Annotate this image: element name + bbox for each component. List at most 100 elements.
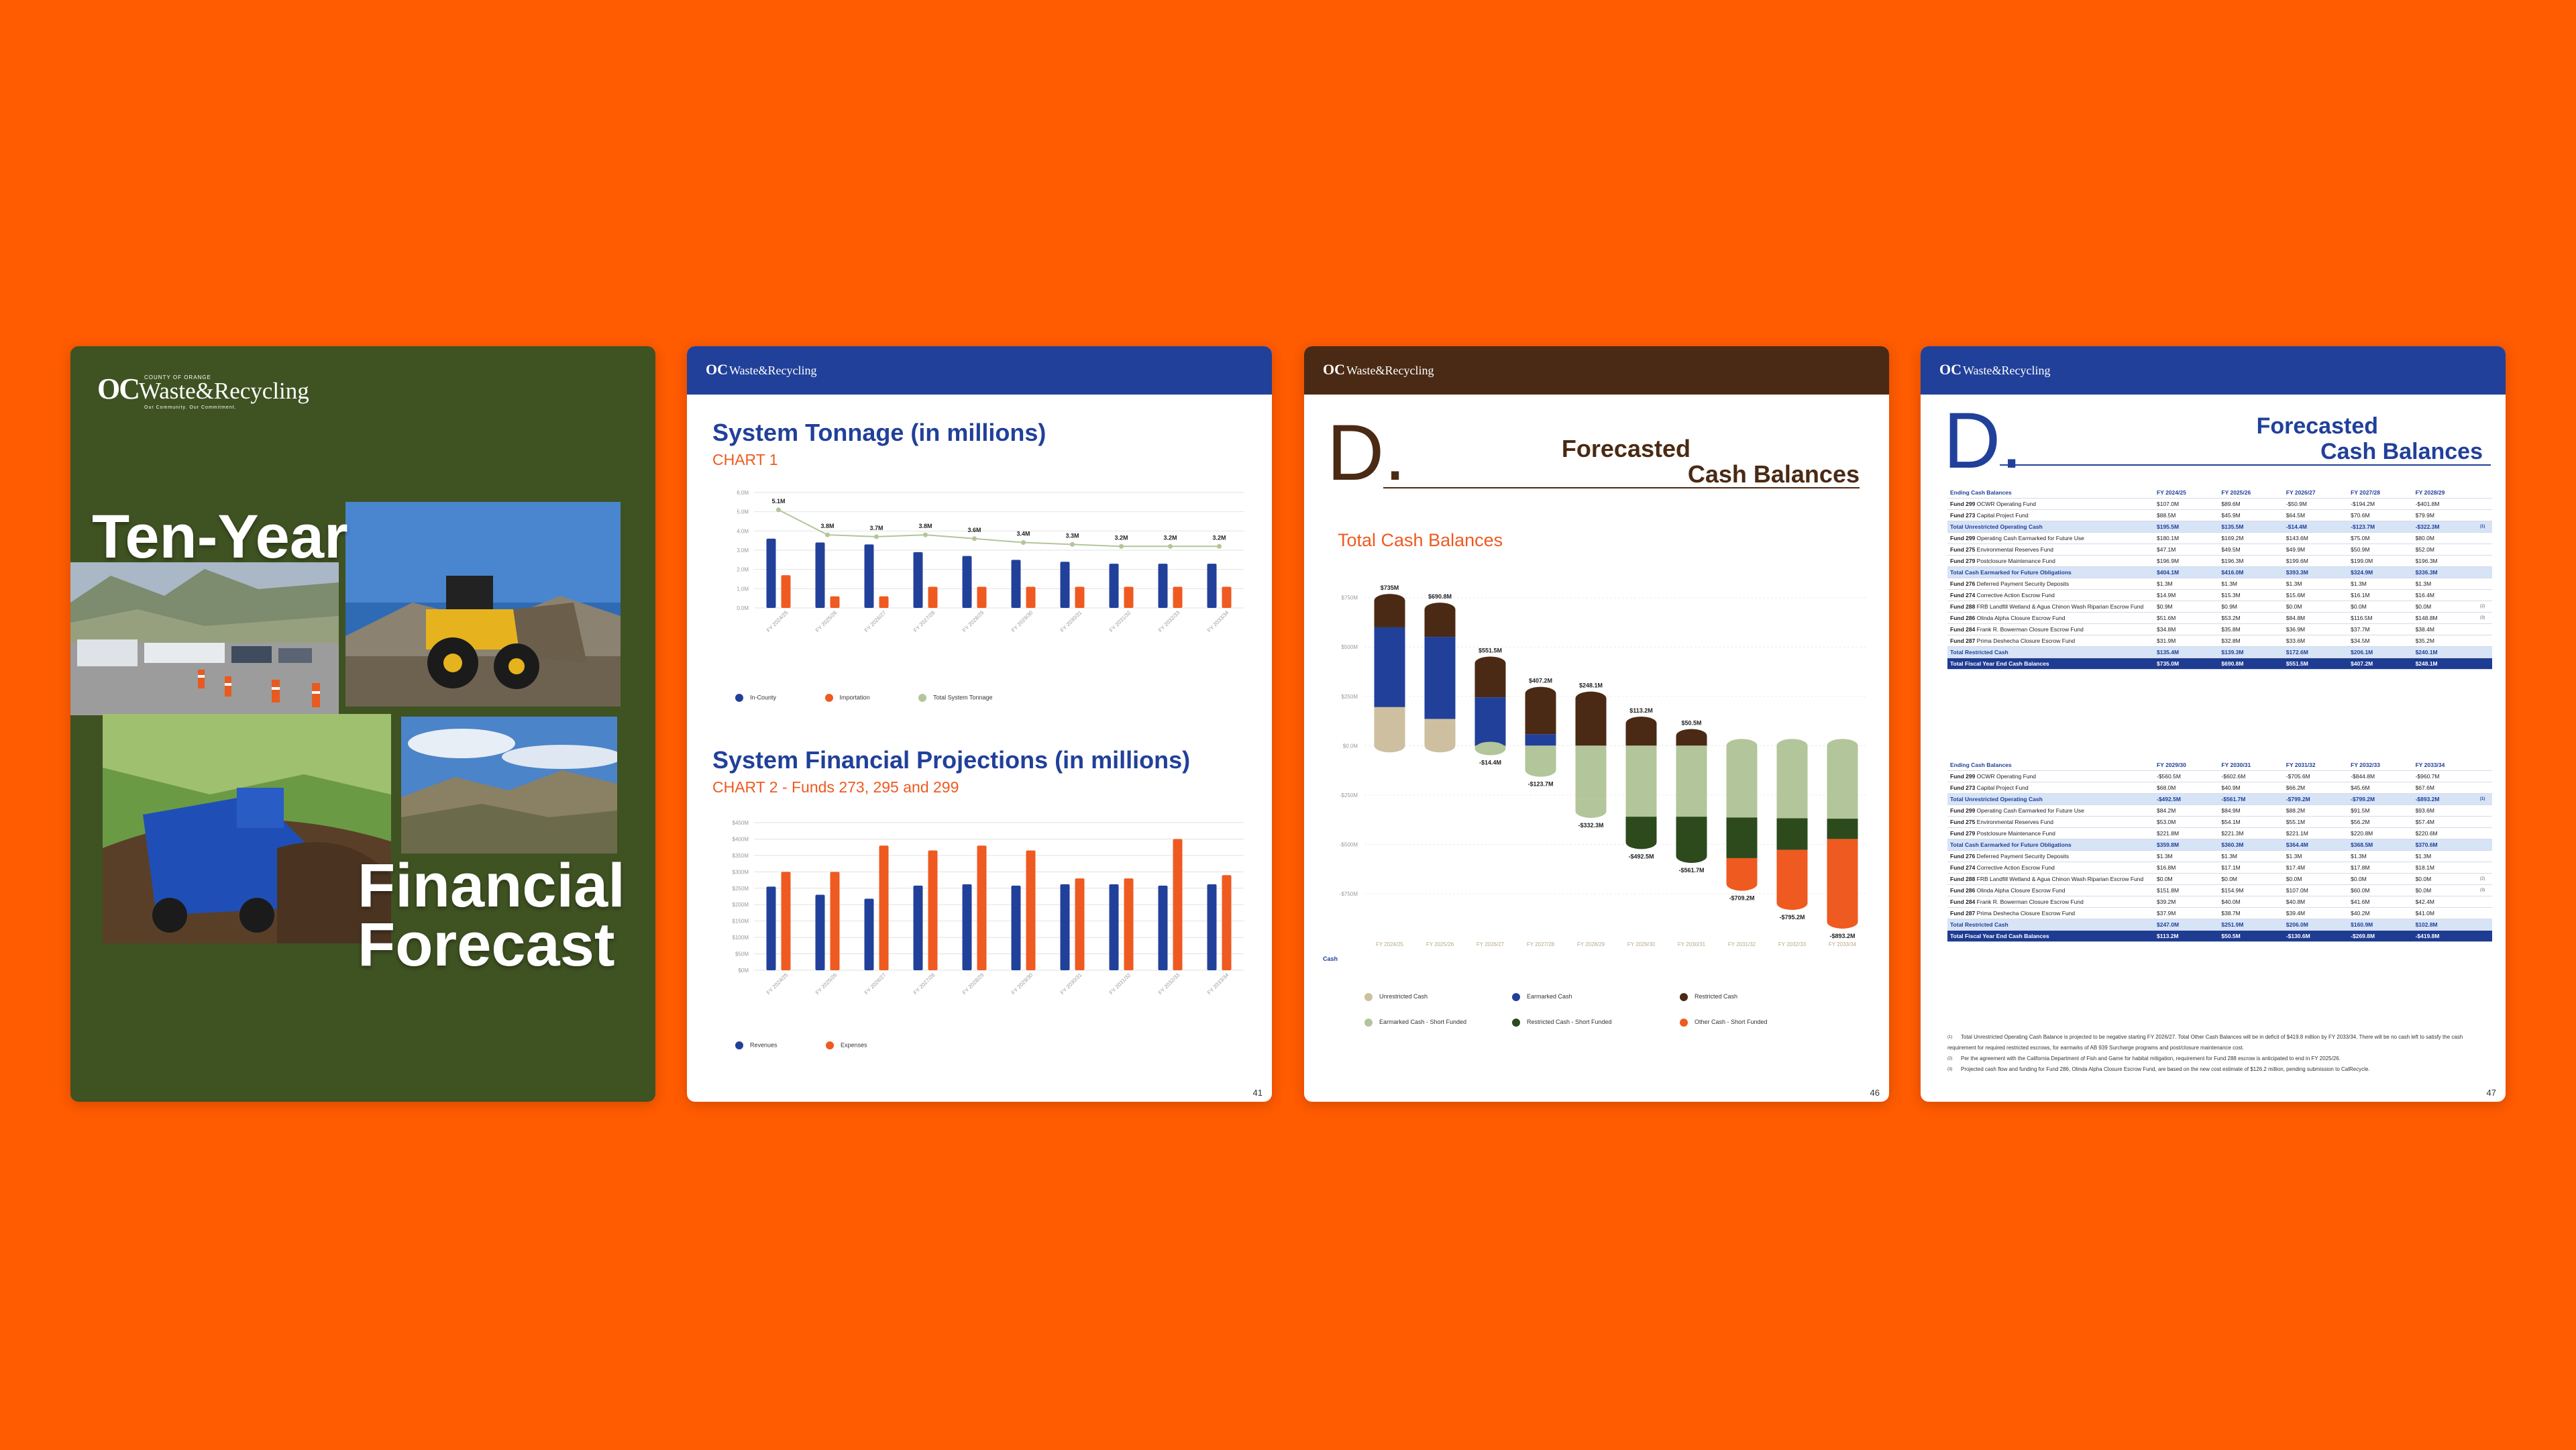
bar-revenues — [1158, 885, 1168, 970]
x-tick-label: FY 2031/32 — [1108, 609, 1132, 633]
y-tick-label: $750M — [1342, 595, 1358, 601]
stack-earmarked-cash---short-funded — [1827, 745, 1858, 819]
data-label: 3.3M — [1065, 532, 1079, 539]
bar-importation — [1222, 586, 1232, 608]
bar-in-county — [913, 552, 923, 608]
table-row: Fund 284 Frank R. Bowerman Closure Escro… — [1947, 623, 2492, 635]
table-row: Fund 286 Olinda Alpha Closure Escrow Fun… — [1947, 612, 2492, 624]
bar-expenses — [1173, 839, 1183, 970]
total-tonnage-point — [1168, 543, 1173, 549]
bar-in-county — [864, 544, 874, 608]
bar-cap-top — [1474, 656, 1506, 670]
x-tick-label: FY 2029/30 — [1010, 972, 1034, 996]
y-tick-label: $250M — [1342, 694, 1358, 700]
y-tick-label: $100M — [733, 935, 749, 941]
x-tick-label: FY 2026/27 — [863, 609, 888, 633]
y-tick-label: 2.0M — [737, 567, 749, 573]
bar-cap-top — [1424, 603, 1456, 617]
stack-earmarked-cash — [1474, 697, 1506, 746]
y-tick-label: -$250M — [1340, 792, 1358, 798]
total-label: $50.5M — [1681, 719, 1701, 726]
total-tonnage-point — [923, 532, 928, 537]
wheel-loader-photo — [345, 502, 621, 707]
bar-in-county — [1060, 562, 1070, 608]
total-label: $735M — [1381, 584, 1399, 591]
total-tonnage-point — [1021, 540, 1026, 546]
bar-expenses — [830, 872, 840, 970]
bar-expenses — [1222, 875, 1232, 970]
table-subtotal-row: Total Unrestricted Operating Cash $195.5M… — [1947, 521, 2492, 533]
table-row: Fund 274 Corrective Action Escrow Fund $1… — [1947, 862, 2492, 874]
x-tick-label: FY 2028/29 — [961, 609, 985, 633]
bar-cap-top — [1625, 717, 1657, 730]
x-tick-label: FY 2032/33 — [1157, 972, 1181, 996]
brand-logo-small: OC Waste&Recycling — [1939, 361, 2051, 378]
stack-earmarked-cash---short-funded — [1776, 745, 1808, 819]
cash-requirement-label: CashRequirement — [1323, 955, 1360, 964]
table-row: Fund 299 Operating Cash Earmarked for Fu… — [1947, 532, 2492, 544]
bar-expenses — [928, 850, 938, 970]
total-label: $113.2M — [1629, 707, 1653, 714]
chart2-legend: Revenues Expenses — [735, 1041, 914, 1049]
page-number: 41 — [1252, 1088, 1263, 1098]
x-tick-label: FY 2025/26 — [814, 972, 839, 996]
x-tick-label: FY 2033/34 — [1206, 972, 1230, 996]
y-tick-label: $50M — [735, 951, 749, 957]
x-tick-label: FY 2029/30 — [1627, 941, 1656, 947]
deficit-label: -$795.2M — [1779, 914, 1805, 921]
legend-total-tonnage: Total System Tonnage — [918, 694, 992, 702]
stack-earmarked-cash---short-funded — [1676, 745, 1707, 817]
y-tick-label: $300M — [733, 869, 749, 875]
bar-importation — [1173, 586, 1183, 608]
table-row: Fund 288 FRB Landfill Wetland & Agua Chi… — [1947, 601, 2492, 613]
bar-expenses — [1075, 878, 1085, 970]
bar-revenues — [962, 884, 972, 970]
bar-revenues — [913, 885, 923, 970]
table-row: Fund 276 Deferred Payment Security Depos… — [1947, 578, 2492, 590]
footnote: (2) Per the agreement with the California… — [1947, 1055, 2341, 1061]
bar-revenues — [864, 898, 874, 970]
section-title-line2: Cash Balances — [2320, 439, 2483, 464]
bar-revenues — [766, 886, 776, 970]
deficit-label: -$893.2M — [1829, 933, 1855, 939]
y-tick-label: 3.0M — [737, 548, 749, 554]
section-letter: D. — [1943, 397, 2023, 485]
y-tick-label: $200M — [733, 902, 749, 908]
table-row: Fund 284 Frank R. Bowerman Closure Escro… — [1947, 896, 2492, 908]
y-tick-label: -$500M — [1340, 841, 1358, 847]
x-tick-label: FY 2024/25 — [1376, 941, 1404, 947]
table-row: Fund 274 Corrective Action Escrow Fund $1… — [1947, 589, 2492, 601]
bar-cap-top — [1575, 691, 1607, 705]
table-row: Fund 299 Operating Cash Earmarked for Fu… — [1947, 805, 2492, 817]
bar-importation — [928, 586, 938, 608]
y-tick-label: 6.0M — [737, 490, 749, 496]
bar-revenues — [815, 894, 825, 970]
cover-title-line2: Financial — [358, 851, 625, 920]
chart1-subtitle: CHART 1 — [712, 451, 778, 468]
x-tick-label: FY 2025/26 — [814, 609, 839, 633]
bar-in-county — [962, 556, 972, 608]
bar-importation — [1075, 586, 1085, 608]
section-letter: D. — [1327, 409, 1406, 497]
bar-cap-top — [1525, 686, 1556, 701]
total-tonnage-point — [1119, 543, 1124, 549]
bar-cap-top — [1827, 739, 1858, 753]
legend-unrestricted: Unrestricted Cash — [1364, 984, 1512, 1009]
total-label: $551.5M — [1479, 647, 1502, 654]
bar-cap-top — [1776, 739, 1808, 753]
footnote: (1) Total Unrestricted Operating Cash Bal… — [1947, 1034, 2463, 1051]
table-subtotal-row: Total Unrestricted Operating Cash -$492.5… — [1947, 793, 2492, 805]
bar-cap-bottom — [1374, 739, 1405, 753]
x-tick-label: FY 2024/25 — [765, 972, 790, 996]
y-tick-label: $450M — [733, 820, 749, 826]
table-row: Fund 276 Deferred Payment Security Depos… — [1947, 850, 2492, 862]
x-tick-label: FY 2030/31 — [1678, 941, 1706, 947]
table-row: Fund 273 Capital Project Fund $68.0M $40.9… — [1947, 782, 2492, 794]
section-rule — [2000, 464, 2491, 466]
bar-expenses — [977, 845, 987, 970]
x-tick-label: FY 2028/29 — [1577, 941, 1605, 947]
x-tick-label: FY 2027/28 — [912, 609, 936, 633]
page-46: OC Waste&Recycling D. Forecasted Cash Bal… — [1304, 346, 1889, 1102]
stack-earmarked-cash---short-funded — [1625, 745, 1657, 817]
stack-other-cash---short-funded — [1776, 849, 1808, 903]
